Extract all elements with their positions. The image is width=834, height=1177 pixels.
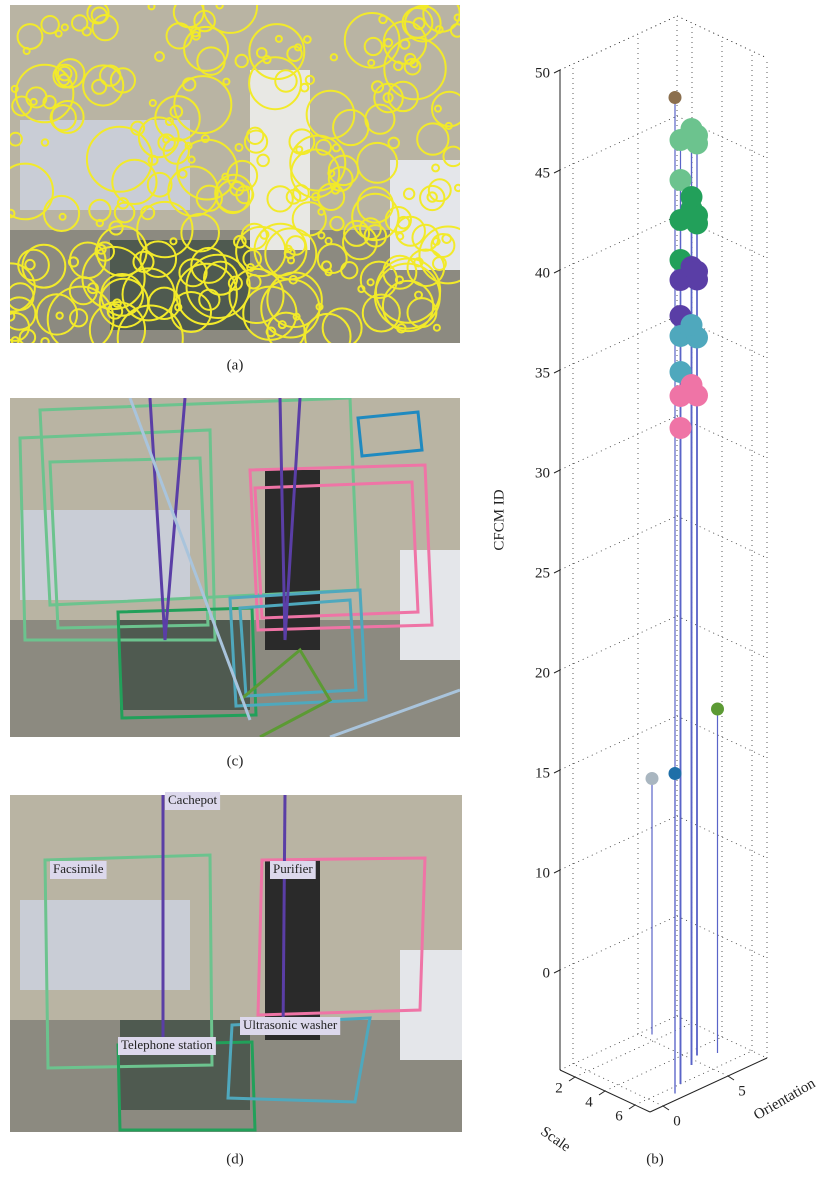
panel-caption: (a) bbox=[227, 357, 244, 373]
grid-line bbox=[560, 516, 677, 570]
z-axis-title: CFCM ID bbox=[491, 489, 507, 550]
point bbox=[686, 261, 708, 283]
point bbox=[686, 205, 708, 227]
y-axis bbox=[650, 1058, 767, 1112]
z-tick-label: 20 bbox=[535, 665, 550, 681]
x-tick-label: 2 bbox=[555, 1080, 563, 1096]
grid-line bbox=[560, 116, 677, 170]
panel-caption: (c) bbox=[227, 753, 244, 769]
z-tick bbox=[554, 470, 560, 473]
grid-line bbox=[560, 716, 677, 770]
grid-line bbox=[635, 1051, 752, 1105]
object-label-text: Telephone station bbox=[121, 1037, 213, 1052]
panel-caption: (d) bbox=[226, 1151, 244, 1167]
object-label: Ultrasonic washer bbox=[240, 1017, 340, 1035]
point bbox=[669, 767, 682, 780]
y-tick bbox=[663, 1106, 669, 1110]
wall-edge bbox=[560, 16, 677, 70]
z-tick bbox=[554, 870, 560, 873]
z-tick-label: 50 bbox=[535, 65, 550, 81]
panel-caption: (b) bbox=[646, 1151, 664, 1167]
y-tick-label: 0 bbox=[673, 1113, 681, 1129]
z-tick bbox=[554, 370, 560, 373]
photo-c bbox=[10, 398, 460, 737]
z-tick-label: 25 bbox=[535, 565, 550, 581]
z-tick bbox=[554, 970, 560, 973]
grid-line bbox=[560, 316, 677, 370]
object-label: Purifier bbox=[270, 861, 316, 879]
photo-a bbox=[0, 0, 476, 371]
object-label: Cachepot bbox=[165, 792, 220, 810]
object-label-text: Cachepot bbox=[168, 792, 217, 807]
z-tick bbox=[554, 570, 560, 573]
x-tick bbox=[599, 1091, 605, 1095]
z-tick bbox=[554, 270, 560, 273]
grid-line bbox=[560, 16, 677, 70]
z-tick bbox=[554, 670, 560, 673]
point bbox=[681, 374, 703, 396]
grid-line bbox=[560, 416, 677, 470]
object-label-text: Facsimile bbox=[53, 861, 104, 876]
z-tick-label: 35 bbox=[535, 365, 550, 381]
z-tick bbox=[554, 170, 560, 173]
point bbox=[681, 186, 703, 208]
grid-line bbox=[605, 1037, 722, 1091]
z-tick-label: 30 bbox=[535, 465, 550, 481]
grid-line bbox=[560, 216, 677, 270]
x-tick bbox=[569, 1077, 575, 1081]
wall-edge bbox=[560, 1016, 677, 1070]
point bbox=[669, 91, 682, 104]
grid-line bbox=[560, 616, 677, 670]
x-tick-label: 4 bbox=[585, 1094, 593, 1110]
point bbox=[681, 314, 703, 336]
z-tick-label: 40 bbox=[535, 265, 550, 281]
grid-line bbox=[560, 816, 677, 870]
z-tick bbox=[554, 70, 560, 73]
point bbox=[670, 417, 692, 439]
x-tick bbox=[629, 1105, 635, 1109]
photo-d bbox=[10, 795, 462, 1132]
y-axis-title: Orientation bbox=[751, 1075, 819, 1123]
object-label-text: Purifier bbox=[273, 861, 313, 876]
stem-plot: 0 10 15 20 25 30 35 40 45 50 CFCM ID 2 4 6 0 5 Scale Orie… bbox=[491, 16, 818, 1156]
object-label-text: Ultrasonic washer bbox=[243, 1017, 338, 1032]
z-tick-label: 10 bbox=[535, 865, 550, 881]
photos bbox=[0, 0, 476, 1132]
y-tick-label: 5 bbox=[738, 1083, 746, 1099]
x-axis-title: Scale bbox=[537, 1124, 573, 1156]
point bbox=[686, 125, 708, 147]
object-label: Facsimile bbox=[50, 861, 107, 879]
figure: Cachepot Facsimile Purifier Ultrasonic wash… bbox=[0, 0, 834, 1177]
z-tick-label: 15 bbox=[535, 765, 550, 781]
point bbox=[646, 772, 659, 785]
point bbox=[711, 703, 724, 716]
z-tick-label: 45 bbox=[535, 165, 550, 181]
y-tick bbox=[728, 1076, 734, 1080]
z-tick-label: 0 bbox=[543, 965, 551, 981]
x-tick-label: 6 bbox=[615, 1108, 623, 1124]
object-label: Telephone station bbox=[118, 1037, 216, 1055]
grid-line bbox=[560, 916, 677, 970]
z-tick bbox=[554, 770, 560, 773]
